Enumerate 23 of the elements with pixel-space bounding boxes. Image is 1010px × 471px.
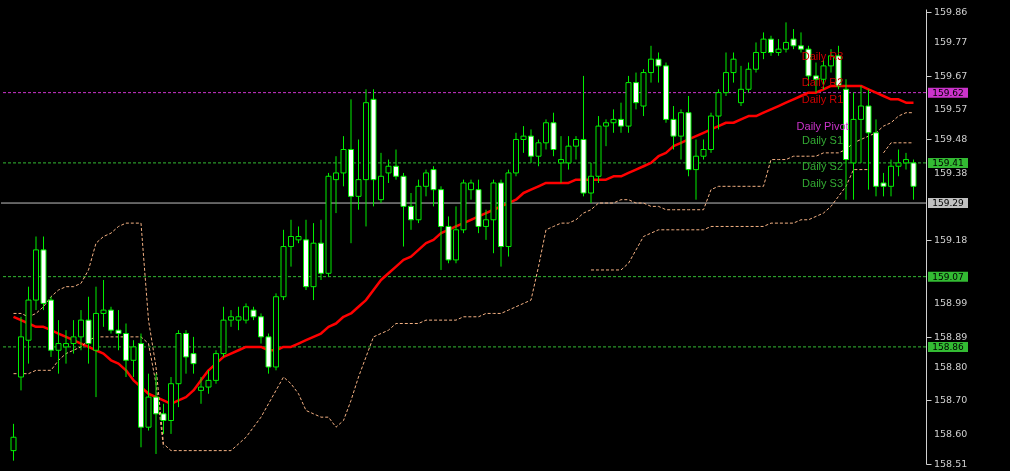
y-tick-label: 158.51	[934, 458, 968, 469]
y-tick-label: 159.86	[934, 6, 968, 18]
ref-line-label: 158.86	[932, 341, 965, 352]
annotation: Daily S2	[802, 160, 844, 173]
y-tick-label: 158.60	[934, 427, 968, 439]
ref-line-label: 159.41	[932, 157, 964, 168]
ref-line-label: 159.62	[932, 87, 964, 98]
ref-line-label: 159.29	[932, 198, 965, 209]
y-tick-label: 159.18	[934, 233, 968, 245]
y-tick-label: 159.77	[934, 36, 968, 48]
y-tick-label: 159.57	[934, 103, 968, 115]
y-tick-label: 158.70	[934, 394, 968, 406]
annotation: Daily S3	[802, 176, 844, 189]
annotation: Daily R1	[801, 92, 844, 105]
candlestick	[10, 423, 17, 462]
y-tick-label: 158.80	[934, 360, 968, 372]
y-tick-label: 158.89	[934, 330, 968, 342]
y-tick-label: 159.67	[934, 69, 968, 81]
y-tick-label: 159.48	[934, 133, 968, 145]
y-tick-label: 158.99	[934, 297, 968, 309]
y-tick-label: 159.38	[934, 166, 968, 178]
annotation: Daily S1	[802, 134, 844, 147]
ref-line-label: 159.07	[932, 271, 964, 282]
